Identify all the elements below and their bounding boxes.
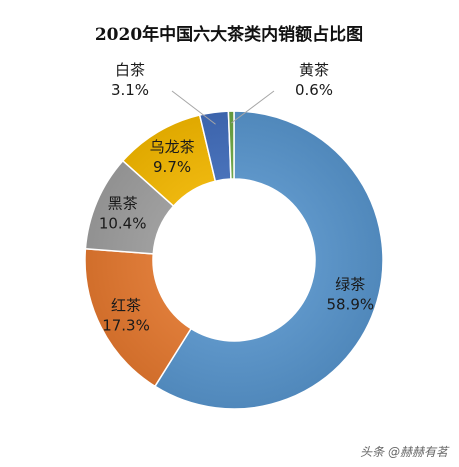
label-value-wulongcha: 9.7% (153, 158, 191, 176)
label-name-lvcha: 绿茶 (335, 275, 365, 293)
watermark-text: 头条 @赫赫有茗 (360, 445, 450, 459)
slice-lvcha (153, 110, 384, 410)
label-value-heicha: 10.4% (99, 215, 147, 233)
leader-line-baicha (171, 90, 216, 125)
label-value-hongcha: 17.3% (102, 317, 150, 335)
label-name-baicha: 白茶 (115, 61, 145, 79)
slice-huangcha (227, 110, 235, 180)
label-name-wulongcha: 乌龙茶 (150, 138, 195, 156)
label-name-huangcha: 黄茶 (299, 61, 329, 79)
label-name-hongcha: 红茶 (111, 297, 141, 315)
chart-title: 2020年中国六大茶类内销额占比图 (95, 24, 363, 45)
label-value-baicha: 3.1% (111, 81, 149, 99)
slices-group (84, 110, 384, 410)
label-value-huangcha: 0.6% (295, 81, 333, 99)
data-labels: 绿茶 58.9% 红茶 17.3% 黑茶 10.4% 乌龙茶 9.7% 白茶 3.1% 黄茶 0.6% (99, 61, 374, 335)
leader-lines (171, 90, 275, 125)
label-value-lvcha: 58.9% (326, 295, 374, 313)
label-name-heicha: 黑茶 (108, 195, 138, 213)
leader-line-huangcha (231, 90, 275, 124)
